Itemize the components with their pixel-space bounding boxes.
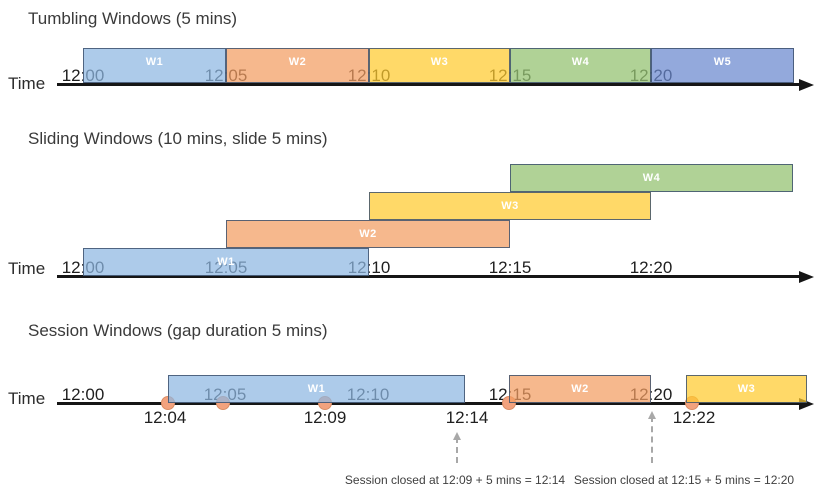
session-timeline: [57, 402, 800, 405]
session-window-w1: W1: [168, 375, 465, 403]
tumbling-window-w1-label: W1: [145, 55, 164, 68]
sliding-tick-1215: 12:15: [488, 258, 532, 277]
session-section-title: Session Windows (gap duration 5 mins): [28, 321, 328, 340]
session-tick-1200: 12:00: [61, 385, 105, 404]
tumbling-window-w1: W1: [83, 48, 226, 83]
up-dashed-arrow-icon-left: [453, 432, 461, 463]
sliding-timeline: [57, 275, 800, 278]
sliding-time-axis-label: Time: [8, 259, 46, 278]
session-time-axis-label: Time: [8, 389, 46, 408]
tumbling-window-w4-label: W4: [571, 55, 590, 68]
session-window-w3-label: W3: [737, 383, 756, 395]
event-time-label-1222: 12:22: [672, 408, 716, 427]
up-dashed-arrow-icon-right: [648, 411, 656, 463]
session-window-w2: W2: [509, 375, 651, 403]
tumbling-timeline-arrowhead-icon: [799, 79, 814, 91]
tumbling-time-axis-label: Time: [8, 74, 46, 93]
sliding-window-w1-label: W1: [217, 256, 235, 268]
sliding-window-w3: W3: [369, 192, 651, 220]
tumbling-window-w2-label: W2: [288, 55, 307, 68]
tumbling-window-w3: W3: [369, 48, 510, 83]
session-window-w2-label: W2: [571, 383, 589, 395]
sliding-timeline-arrowhead-icon: [799, 271, 814, 283]
tumbling-window-w3-label: W3: [430, 55, 449, 68]
tumbling-section-title: Tumbling Windows (5 mins): [28, 9, 238, 28]
tumbling-window-w2: W2: [226, 48, 369, 83]
event-time-label-1209: 12:09: [303, 408, 347, 427]
sliding-window-w2-label: W2: [359, 228, 377, 240]
sliding-window-w1: W1: [83, 248, 369, 276]
sliding-window-w4-label: W4: [642, 172, 661, 184]
sliding-window-w2: W2: [226, 220, 510, 248]
sliding-window-w4: W4: [510, 164, 793, 192]
session-close-annotation-2: Session closed at 12:15 + 5 mins = 12:20: [573, 473, 795, 487]
session-close-annotation-1: Session closed at 12:09 + 5 mins = 12:14: [344, 473, 566, 487]
sliding-tick-1220: 12:20: [629, 258, 673, 277]
session-window-w1-label: W1: [307, 383, 326, 395]
session-window-w3: W3: [686, 375, 807, 403]
sliding-section-title: Sliding Windows (10 mins, slide 5 mins): [28, 129, 328, 148]
event-time-label-1214: 12:14: [445, 408, 489, 427]
tumbling-window-w4: W4: [510, 48, 651, 83]
tumbling-window-w5-label: W5: [713, 55, 732, 68]
event-time-label-1204: 12:04: [143, 408, 187, 427]
sliding-window-w3-label: W3: [501, 200, 519, 212]
tumbling-window-w5: W5: [651, 48, 794, 83]
tumbling-timeline: [57, 83, 800, 86]
